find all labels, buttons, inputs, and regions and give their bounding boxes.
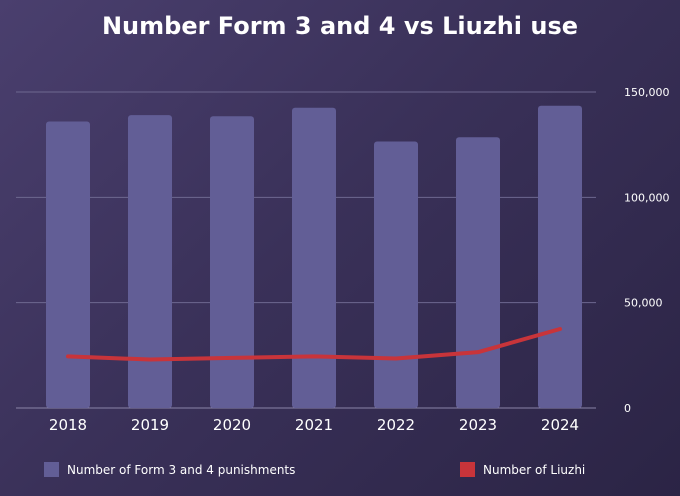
y-tick-label: 0 bbox=[624, 402, 631, 415]
x-tick-label: 2019 bbox=[131, 416, 169, 434]
axis-labels: 0 50,000 100,000 150,000 2018 2019 2020 2021 202… bbox=[49, 86, 670, 434]
legend-item-line: Number of Liuzhi bbox=[460, 462, 585, 477]
legend-label-line: Number of Liuzhi bbox=[483, 462, 586, 477]
x-tick-label: 2021 bbox=[295, 416, 333, 434]
x-tick-label: 2024 bbox=[541, 416, 579, 434]
bar bbox=[210, 116, 254, 408]
bar bbox=[456, 137, 500, 408]
legend-label-bars: Number of Form 3 and 4 punishments bbox=[67, 462, 296, 477]
x-tick-label: 2023 bbox=[459, 416, 497, 434]
x-tick-label: 2022 bbox=[377, 416, 415, 434]
legend-swatch-line bbox=[460, 462, 475, 477]
x-tick-label: 2018 bbox=[49, 416, 87, 434]
line-point bbox=[559, 328, 561, 330]
line-point bbox=[477, 351, 479, 353]
legend-item-bars: Number of Form 3 and 4 punishments bbox=[44, 462, 295, 477]
bar-series bbox=[46, 105, 582, 409]
line-series bbox=[66, 327, 562, 362]
bar bbox=[128, 115, 172, 408]
bar bbox=[374, 141, 418, 409]
y-tick-label: 100,000 bbox=[624, 191, 670, 204]
bar bbox=[292, 107, 336, 409]
chart-title: Number Form 3 and 4 vs Liuzhi use bbox=[101, 12, 579, 40]
legend-swatch-bars bbox=[44, 462, 59, 477]
y-tick-label: 150,000 bbox=[624, 86, 670, 99]
bar bbox=[46, 121, 90, 408]
line-point bbox=[67, 355, 69, 357]
bar bbox=[538, 105, 582, 409]
line-point bbox=[313, 355, 315, 357]
x-tick-label: 2020 bbox=[213, 416, 251, 434]
line-point bbox=[149, 359, 151, 361]
line-point bbox=[395, 357, 397, 359]
y-tick-label: 50,000 bbox=[624, 297, 663, 310]
line-point bbox=[231, 357, 233, 359]
